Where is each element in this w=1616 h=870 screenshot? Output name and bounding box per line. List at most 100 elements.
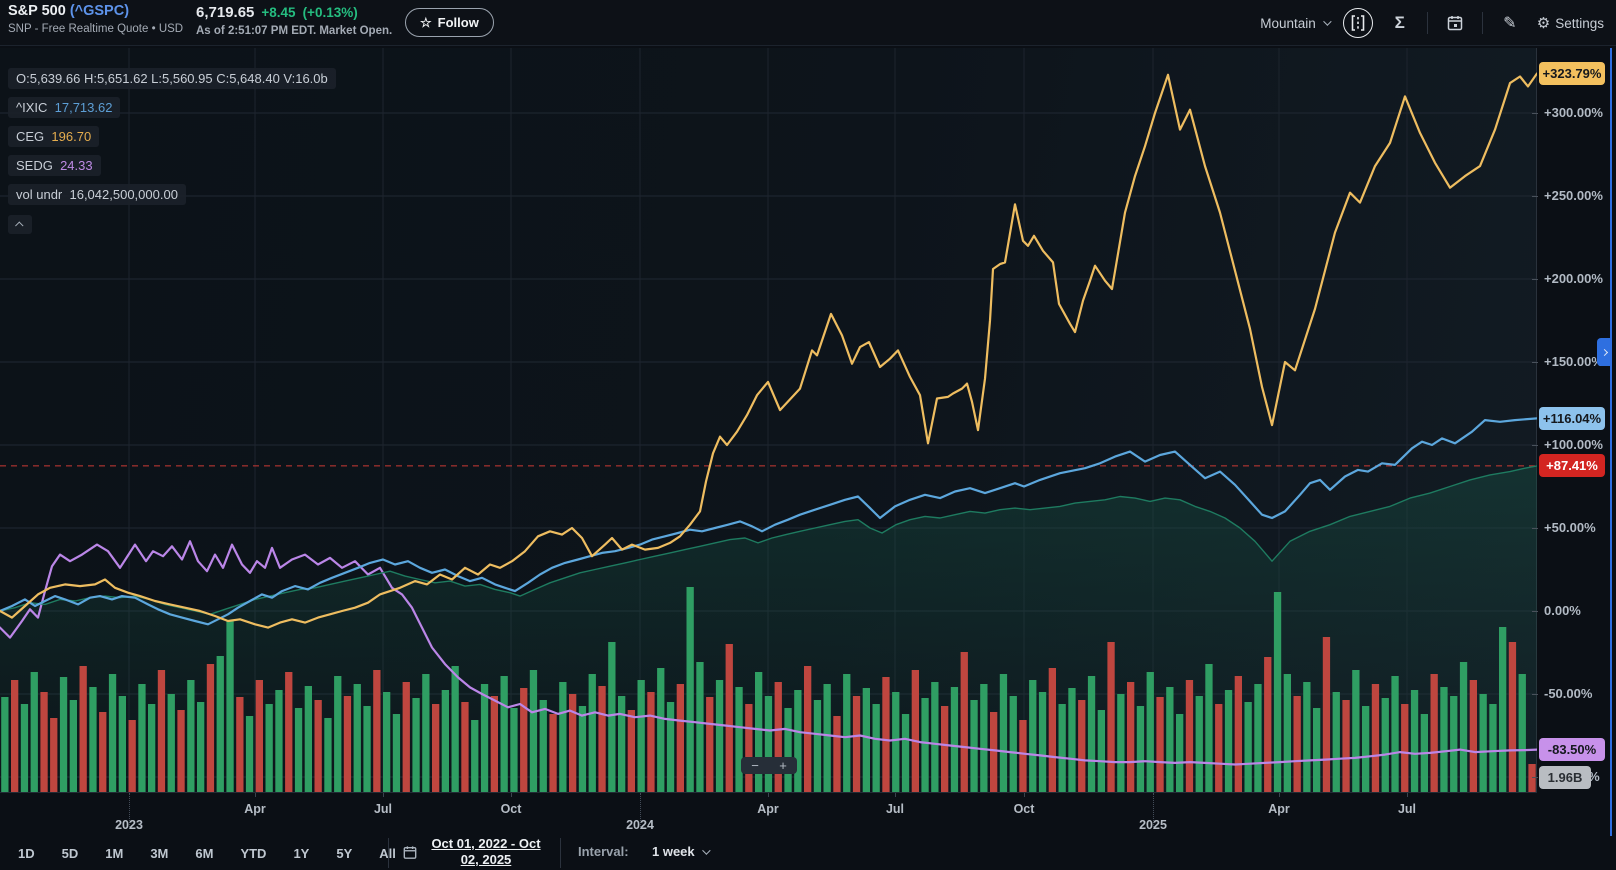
volume-bar xyxy=(1322,637,1331,792)
legend-item-ceg[interactable]: CEG 196.70 xyxy=(8,126,100,147)
volume-bar xyxy=(334,676,342,792)
range-button-5y[interactable]: 5Y xyxy=(336,845,353,861)
events-calendar-icon[interactable] xyxy=(1442,10,1468,36)
x-tick-mark xyxy=(383,793,384,797)
volume-bar xyxy=(657,668,665,792)
volume-bar xyxy=(324,718,332,792)
chart-plot-area[interactable] xyxy=(0,48,1537,792)
volume-bar xyxy=(882,677,890,792)
range-button-3m[interactable]: 3M xyxy=(150,845,169,861)
chart-toolbar: Mountain Σ ✎ ⚙ Settings xyxy=(1260,0,1604,46)
volume-bar xyxy=(666,702,675,792)
interval-dropdown[interactable]: 1 week xyxy=(652,844,711,859)
volume-bar xyxy=(764,696,773,792)
volume-bar xyxy=(980,684,988,792)
x-tick-mark xyxy=(1153,793,1154,829)
volume-bar xyxy=(30,672,38,792)
settings-button[interactable]: ⚙ Settings xyxy=(1537,14,1604,32)
series-line-ceg[interactable] xyxy=(0,72,1537,629)
x-axis: 2023 Apr Jul Oct 2024 Apr Jul Oct 2025 Apr Jul xyxy=(0,793,1616,836)
volume-bar xyxy=(676,684,684,792)
volume-bar xyxy=(148,704,156,792)
volume-bar xyxy=(392,714,401,792)
legend-collapse-button[interactable] xyxy=(8,215,32,234)
legend-value: 16,042,500,000.00 xyxy=(69,187,178,202)
chart-canvas[interactable] xyxy=(0,48,1537,792)
range-button-5d[interactable]: 5D xyxy=(61,845,79,861)
volume-bar xyxy=(471,720,479,792)
volume-bar xyxy=(500,676,508,792)
volume-bar xyxy=(608,642,616,792)
chart-legend: O:5,639.66 H:5,651.62 L:5,560.95 C:5,648… xyxy=(8,68,336,234)
volume-bar xyxy=(1264,657,1272,792)
volume-bar xyxy=(157,670,166,792)
follow-button[interactable]: ☆ Follow xyxy=(405,8,494,37)
y-tick-label: +300.00% xyxy=(1544,105,1603,120)
volume-bar xyxy=(1459,662,1468,792)
zoom-out-button[interactable]: − xyxy=(751,758,759,773)
draw-pencil-icon[interactable]: ✎ xyxy=(1503,15,1517,32)
volume-bar xyxy=(1166,687,1174,792)
x-axis-label: 2024 xyxy=(626,818,654,832)
x-axis-label: Apr xyxy=(244,802,266,816)
volume-bar xyxy=(970,700,978,792)
volume-bar xyxy=(343,696,352,792)
legend-item-ixic[interactable]: ^IXIC 17,713.62 xyxy=(8,97,121,118)
range-button-1y[interactable]: 1Y xyxy=(293,845,310,861)
range-button-6m[interactable]: 6M xyxy=(195,845,214,861)
volume-bar xyxy=(20,704,29,792)
volume-bar xyxy=(784,708,792,792)
ticker-symbol[interactable]: (^GSPC) xyxy=(69,3,130,19)
volume-bar xyxy=(735,687,743,792)
volume-bar xyxy=(1136,706,1145,792)
volume-bar xyxy=(490,696,498,792)
volume-bar xyxy=(79,666,87,792)
volume-bar xyxy=(872,704,880,792)
legend-item-sedg[interactable]: SEDG 24.33 xyxy=(8,155,101,176)
volume-bar xyxy=(275,690,283,792)
range-button-1d[interactable]: 1D xyxy=(18,845,35,861)
y-tick-mark xyxy=(1532,279,1538,280)
volume-bar xyxy=(1068,688,1076,792)
legend-symbol: SEDG xyxy=(16,158,53,173)
page-title: S&P 500 (^GSPC) xyxy=(8,3,183,19)
volume-bar xyxy=(569,694,577,792)
range-button-ytd[interactable]: YTD xyxy=(240,845,267,861)
volume-bar xyxy=(1117,694,1125,792)
volume-bar xyxy=(1048,668,1056,792)
follow-label: Follow xyxy=(437,15,479,30)
volume-bar xyxy=(422,674,430,792)
date-range-calendar-icon[interactable] xyxy=(403,845,417,860)
indicators-sigma-icon[interactable]: Σ xyxy=(1394,13,1405,32)
volume-bar xyxy=(1185,680,1194,792)
date-range-button[interactable]: Oct 01, 2022 - Oct 02, 2025 xyxy=(424,836,548,868)
x-axis-label: Jul xyxy=(1397,802,1417,816)
volume-bar xyxy=(226,620,234,792)
volume-bar xyxy=(1176,714,1184,792)
range-button-1m[interactable]: 1M xyxy=(105,845,124,861)
title-block: S&P 500 (^GSPC) SNP - Free Realtime Quot… xyxy=(8,3,183,35)
volume-bar xyxy=(1127,682,1135,792)
range-button-all[interactable]: All xyxy=(379,846,396,861)
x-tick-mark xyxy=(895,793,896,797)
x-axis-label: Oct xyxy=(1013,802,1035,816)
volume-bar xyxy=(990,712,998,792)
chart-type-dropdown[interactable]: Mountain xyxy=(1260,16,1332,31)
x-tick-mark xyxy=(768,793,769,797)
star-icon: ☆ xyxy=(420,14,432,30)
volume-bar xyxy=(1254,684,1262,792)
volume-bar xyxy=(755,672,763,792)
volume-bar xyxy=(637,680,645,792)
volume-bar xyxy=(1499,627,1507,792)
volume-bar xyxy=(1342,700,1350,792)
comparison-icon[interactable] xyxy=(1342,8,1373,38)
legend-symbol: CEG xyxy=(16,129,45,144)
series-line-ixic[interactable] xyxy=(0,417,1537,626)
zoom-in-button[interactable]: + xyxy=(779,758,787,773)
volume-bar xyxy=(549,714,557,792)
series-line-sedg[interactable] xyxy=(0,540,1537,766)
volume-bar xyxy=(480,684,489,792)
volume-bar xyxy=(804,666,812,792)
legend-item-volume[interactable]: vol undr 16,042,500,000.00 xyxy=(8,184,186,205)
right-drawer-toggle[interactable] xyxy=(1597,338,1611,366)
